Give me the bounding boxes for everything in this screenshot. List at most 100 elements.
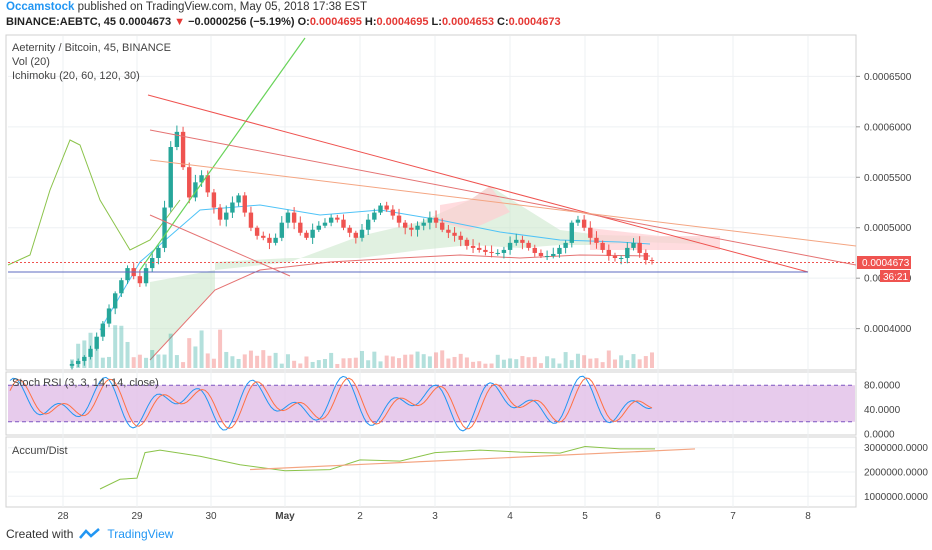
candle-body	[365, 219, 371, 230]
candles	[69, 125, 655, 370]
ichimoku-cloud-bearish	[440, 186, 510, 230]
candle-body	[298, 222, 303, 233]
candle-body	[637, 242, 642, 253]
candle-body	[649, 260, 655, 262]
candle-body	[359, 229, 365, 238]
candle-body	[82, 356, 87, 361]
kijun-line	[149, 254, 651, 361]
candle-body	[415, 225, 420, 230]
candle-body	[557, 247, 562, 254]
last-price: 0.0004673	[119, 16, 172, 28]
volume-bar	[588, 358, 593, 368]
volume-bar	[477, 361, 482, 368]
volume-bar	[600, 362, 605, 368]
candle-body	[316, 225, 322, 230]
accum-dist-line	[99, 445, 655, 490]
volume-bar	[168, 333, 173, 368]
main-pane-title: Aeternity / Bitcoin, 45, BINANCE	[12, 42, 171, 54]
candle-body	[489, 251, 494, 253]
candle-body	[291, 212, 297, 223]
candle-body	[88, 348, 93, 357]
volume-bar	[329, 352, 334, 368]
candle-body	[421, 222, 426, 226]
ichimoku-cloud	[150, 186, 700, 360]
stoch-rsi-title: Stoch RSI (3, 3, 14, 14, close)	[12, 377, 159, 389]
candle-body	[427, 217, 433, 223]
candle-body	[353, 232, 359, 238]
volume-bar	[458, 353, 463, 368]
volume-bar	[557, 363, 562, 368]
candle-body	[538, 252, 544, 256]
close-label: C:	[497, 16, 509, 28]
volume-bar	[279, 363, 284, 368]
candle-body	[106, 308, 112, 324]
low-value: 0.0004653	[441, 16, 494, 28]
candle-body	[211, 192, 217, 208]
candle-body	[563, 242, 568, 248]
candle-body	[322, 222, 328, 226]
candle-body	[137, 276, 143, 284]
volume-bar	[360, 350, 364, 368]
stoch-d-line	[9, 377, 653, 430]
volume-bar	[551, 358, 556, 368]
candle-body	[514, 239, 519, 243]
volume-bar	[199, 330, 204, 368]
trendline-red-upper	[147, 94, 809, 273]
volume-bar	[131, 357, 136, 368]
tradingview-brand-link[interactable]: TradingView	[107, 527, 174, 541]
volume-bar	[532, 356, 537, 368]
created-with-label: Created with	[6, 527, 74, 541]
candle-body	[520, 239, 525, 243]
candle-body	[581, 219, 587, 228]
price-tick-label: 0.0005000	[864, 223, 912, 234]
candle-body	[100, 323, 106, 337]
candle-body	[217, 207, 223, 220]
volume-bar	[224, 351, 229, 368]
candle-body	[464, 239, 470, 246]
candle-body	[588, 227, 593, 238]
accum-dist-plot	[99, 445, 696, 490]
candle-body	[150, 258, 155, 269]
volume-bar	[545, 356, 550, 368]
volume-bar	[569, 360, 574, 368]
volume-bar	[100, 357, 105, 368]
candle-body	[162, 207, 167, 248]
down-arrow-icon: ▼	[174, 16, 186, 28]
volume-bar	[489, 363, 494, 368]
author-link[interactable]: Occamstock	[6, 1, 75, 13]
time-tick-label: May	[275, 511, 295, 522]
volume-bar	[230, 356, 235, 368]
high-label: H:	[364, 16, 377, 28]
time-tick-label: 28	[57, 511, 69, 522]
volume-bar	[403, 354, 408, 368]
price-tick-label: 0.0005500	[864, 173, 912, 184]
candle-body	[279, 222, 284, 238]
candle-body	[261, 235, 266, 238]
volume-bar	[218, 329, 223, 368]
volume-bar	[538, 363, 543, 368]
candle-body	[551, 253, 556, 256]
candle-body	[310, 229, 315, 238]
volume-bar	[390, 356, 395, 368]
price-tick-label: 0.0004000	[864, 324, 912, 335]
candle-body	[452, 232, 457, 236]
volume-bar	[520, 356, 525, 368]
volume-bar	[421, 354, 426, 368]
candle-body	[168, 147, 173, 208]
candle-body	[273, 237, 278, 243]
volume-bar	[193, 346, 198, 368]
volume-bar	[181, 362, 186, 368]
volume-bar	[322, 359, 327, 368]
volume-bar	[514, 359, 519, 368]
candle-body	[507, 242, 513, 250]
candle-body	[112, 293, 118, 309]
trendlines[interactable]	[8, 37, 857, 277]
volume-bar	[483, 363, 488, 368]
open-label: O:	[297, 16, 310, 28]
time-tick-label: 6	[655, 511, 661, 522]
time-tick-label: 30	[205, 511, 217, 522]
volume-bar	[273, 352, 278, 368]
volume-bar	[606, 350, 611, 368]
volume-bar	[619, 355, 624, 368]
